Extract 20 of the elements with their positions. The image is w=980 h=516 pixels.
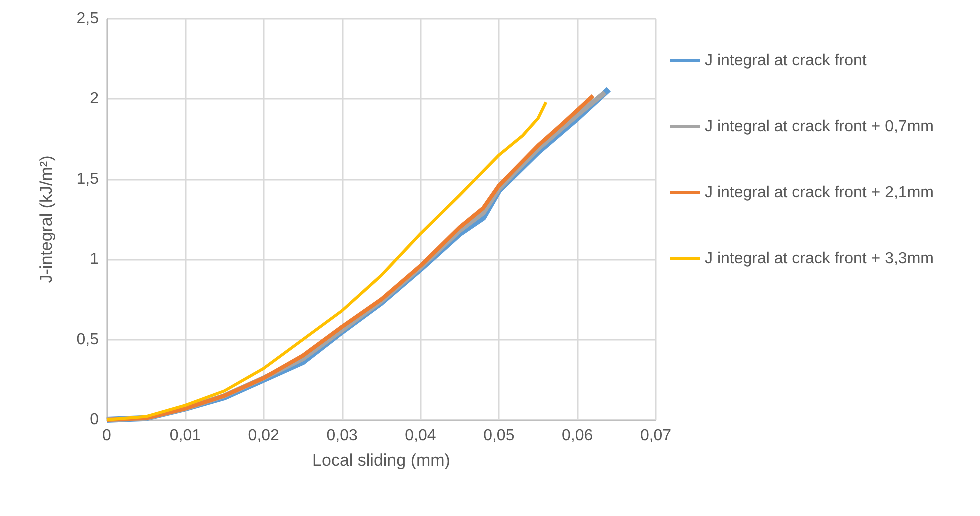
y-tick-label: 1 xyxy=(90,251,100,268)
x-axis-title: Local sliding (mm) xyxy=(312,451,450,470)
x-tick-label: 0,07 xyxy=(640,428,672,444)
x-tick-label: 0,02 xyxy=(248,428,280,444)
x-tick-label: 0,05 xyxy=(484,428,515,444)
y-axis-title: J-integral (kJ/m²) xyxy=(37,156,56,284)
x-tick-label: 0,04 xyxy=(405,428,436,444)
legend-label: J integral at crack front + 0,7mm xyxy=(705,118,934,136)
y-tick-label: 0 xyxy=(90,412,100,428)
legend-label: J integral at crack front + 3,3mm xyxy=(705,250,934,268)
y-tick-label: 2 xyxy=(90,90,100,108)
y-tick-label: 2,5 xyxy=(76,10,100,28)
legend-label: J integral at crack front + 2,1mm xyxy=(705,184,934,202)
x-tick-label: 0 xyxy=(102,428,112,444)
y-tick-label: 1,5 xyxy=(76,170,100,188)
x-tick-label: 0,01 xyxy=(170,428,202,444)
y-tick-label: 0,5 xyxy=(76,331,100,348)
x-tick-label: 0,03 xyxy=(326,428,358,444)
x-tick-label: 0,06 xyxy=(562,428,594,444)
legend-label: J integral at crack front xyxy=(705,52,868,70)
